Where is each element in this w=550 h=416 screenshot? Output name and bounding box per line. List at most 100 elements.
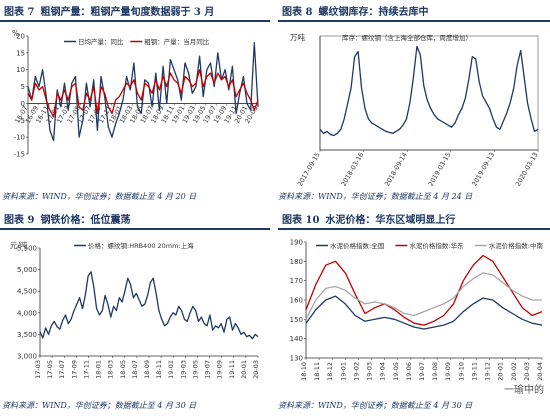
x-tick-label: 19-05: [392, 362, 400, 381]
figure-title: 钢铁价格：低位震荡: [40, 215, 131, 226]
source-note: 资料来源：WIND，华创证券；数据截止至 4 月 30 日: [2, 401, 197, 410]
legend-label: 价格：螺纹钢:HRB400 20mm:上海: [88, 241, 194, 250]
source-note: 资料来源：WIND，华创证券；数据截止至 4 月 30 日: [278, 401, 473, 410]
figure-number: 图表 7: [4, 7, 35, 18]
y-tick-label: 4,000: [17, 309, 37, 317]
y-tick-label: 180: [290, 258, 303, 266]
chart-box: 3,000 3,500 4,000 4,500 5,000 5,500 元/吨 17-03 17…: [4, 234, 266, 394]
x-tick-label: 19-09: [216, 360, 224, 379]
y-tick-label: 170: [290, 277, 303, 285]
panel-title: 图表 7 粗钢产量：粗钢产量旬度数据弱于 3 月: [0, 3, 270, 22]
x-tick-label: 17-05: [46, 360, 54, 379]
x-tick-label: 2018-03-16: [340, 151, 366, 186]
panel-cement-price: 图表 10 水泥价格：华东区域明显上行 130 140 150 160 170 180 190…: [278, 208, 550, 416]
y-tick-label: 5,000: [17, 266, 37, 274]
plot-frame: [319, 35, 539, 151]
panel-title: 图表 8 螺纹钢库存：持续去库中: [278, 3, 550, 22]
x-tick-label: 18-11: [313, 362, 321, 381]
watermark: 一瑜中的: [504, 385, 544, 396]
y-tick-label: 10: [16, 66, 25, 74]
x-tick-label: 17-09: [70, 360, 78, 379]
figure-title: 粗钢产量：粗钢产量旬度数据弱于 3 月: [40, 7, 215, 18]
x-tick-label: 18-03: [107, 360, 115, 379]
x-tick-label: 18-01: [95, 360, 103, 379]
x-tick-label: 2018-09-14: [383, 151, 409, 186]
y-tick-label: 4,500: [17, 288, 37, 296]
x-tick-label: 18-09: [143, 360, 151, 379]
x-tick-label: 2020-03-13: [514, 151, 540, 186]
x-tick-label: 20-04: [536, 362, 544, 381]
x-tick-label: 2019-03-15: [427, 151, 453, 186]
x-tick-label: 19-02: [352, 362, 360, 381]
x-tick-label: 18-12: [326, 362, 334, 381]
legend-label: 粗钢：产量：当月同比: [144, 37, 210, 46]
figure-number: 图表 8: [282, 7, 313, 18]
legend-label: 库存：螺纹钢（含上海全部仓库，周度增加）: [342, 33, 472, 42]
x-tick-label: 19-11: [228, 360, 236, 379]
x-tick-label: 19-10: [457, 362, 465, 381]
x-tick-label: 19-08: [431, 362, 439, 381]
x-tick-label: 17-03: [34, 360, 42, 379]
chart-box: 130 140 150 160 170 180 190 18-10 18-11 18-12 19-0…: [280, 234, 546, 394]
legend-label: 水泥价格指数:华东: [409, 241, 464, 250]
x-tick-label: 18-11: [155, 360, 163, 379]
figure-number: 图表 10: [282, 215, 320, 226]
x-tick-label: 2017-09-15: [296, 151, 322, 186]
y-tick-label: 3,000: [17, 353, 37, 361]
y-axis-label: 元/吨: [10, 240, 28, 250]
x-tick-label: 20-03: [252, 360, 260, 379]
x-tick-label: 20-01: [240, 360, 248, 379]
y-tick-label: 190: [290, 239, 303, 247]
y-tick-label: -10: [14, 134, 25, 142]
series-line: [305, 254, 543, 326]
x-tick-label: 2019-09-13: [470, 151, 496, 186]
x-tick-label: 18-07: [131, 360, 139, 379]
x-tick-label: 18-05: [119, 360, 127, 379]
x-tick-label: 18-10: [300, 362, 308, 381]
y-tick-label: 20: [16, 33, 25, 41]
x-tick-label: 19-03: [366, 362, 374, 381]
x-tick-label: 19-01: [167, 360, 175, 379]
y-tick-label: 130: [290, 355, 303, 363]
y-tick-label: 150: [290, 316, 303, 324]
panel-title: 图表 10 水泥价格：华东区域明显上行: [278, 211, 550, 230]
y-tick-label: 3,500: [17, 331, 37, 339]
figure-title: 水泥价格：华东区域明显上行: [325, 215, 456, 226]
x-tick-label: 19-09: [444, 362, 452, 381]
chart-crude-steel: -15-10-505101520%16-0716-0916-1117-0117-…: [12, 29, 260, 159]
y-axis-label: %: [12, 29, 19, 38]
y-tick-label: 0: [21, 100, 25, 108]
legend-label: 水泥价格指数:中南: [489, 241, 544, 250]
y-tick-label: 160: [290, 297, 303, 305]
x-tick-label: 19-06: [405, 362, 413, 381]
legend-label: 水泥价格指数:全国: [330, 241, 384, 250]
source-note: 资料来源：WIND，华创证券；数据截止至 4 月 24 日: [278, 192, 473, 201]
x-tick-label: 19-01: [339, 362, 347, 381]
panel-title: 图表 9 钢铁价格：低位震荡: [0, 211, 270, 230]
y-tick-label: 5: [21, 83, 25, 91]
chart-cement-price: 130 140 150 160 170 180 190 18-10 18-11 18-12 19-0…: [290, 239, 544, 381]
chart-box: 万吨 2017-09-15 2018-03-16 2018-09-14 2019-03-…: [280, 26, 546, 188]
y-tick-label: -15: [14, 151, 25, 159]
x-tick-label: 19-11: [470, 362, 478, 381]
series-line: [39, 271, 259, 340]
legend-label: 日均产量：同比: [78, 37, 124, 46]
series-line: [305, 272, 542, 320]
source-note: 资料来源：WIND，华创证券；数据截止至 4 月 20 日: [2, 192, 197, 201]
series-line: [305, 295, 543, 330]
y-axis-label: 万吨: [290, 32, 305, 42]
x-tick-label: 19-04: [379, 362, 387, 381]
y-tick-label: -5: [18, 117, 25, 125]
x-tick-label: 19-07: [204, 360, 212, 379]
y-tick-label: 15: [16, 49, 25, 57]
y-tick-label: 140: [290, 335, 303, 343]
figure-title: 螺纹钢库存：持续去库中: [318, 7, 429, 18]
x-tick-label: 20-02: [510, 362, 518, 381]
panel-crude-steel: 图表 7 粗钢产量：粗钢产量旬度数据弱于 3 月 -15 -10 -5 0 5 10 15 20…: [0, 0, 270, 208]
series-line: [319, 45, 539, 137]
x-tick-label: 19-03: [179, 360, 187, 379]
x-tick-label: 19-12: [484, 362, 492, 381]
panel-rebar-inventory: 图表 8 螺纹钢库存：持续去库中 万吨 2017-09-15 2018-03-16 20…: [278, 0, 550, 208]
chart-box: -15 -10 -5 0 5 10 15 20% 16-07 16-09 16-11 17-01 17-…: [4, 26, 266, 186]
